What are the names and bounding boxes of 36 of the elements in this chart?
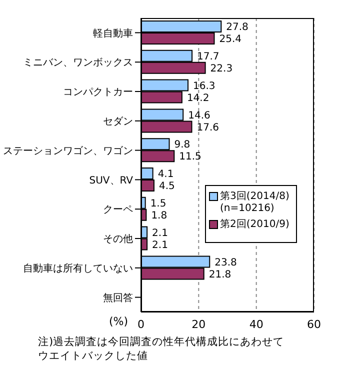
data-label: 27.8 <box>226 22 248 34</box>
data-label: 2.1 <box>152 240 168 251</box>
x-tick-label: 20 <box>192 318 206 331</box>
data-label: 4.5 <box>158 181 175 192</box>
y-tick-label: その他 <box>103 233 133 246</box>
y-tick-label: セダン <box>103 115 133 128</box>
data-label: 4.1 <box>158 169 174 180</box>
x-tick-label: 60 <box>307 318 321 331</box>
data-label: 17.7 <box>197 51 220 62</box>
data-label: 17.6 <box>196 122 220 134</box>
x-tick-label: 0 <box>138 318 144 331</box>
data-label: 9.8 <box>174 140 190 151</box>
legend-label: 第2回(2010/9) <box>220 218 290 231</box>
y-tick-label: SUV、RV <box>89 175 134 186</box>
data-label: 14.6 <box>188 110 210 122</box>
y-tick-label: コンパクトカー <box>63 87 133 98</box>
data-label: 2.1 <box>152 228 168 239</box>
data-label: 1.5 <box>150 198 166 210</box>
text: 注)過去調査は今回調査の性年代構成比にあわせてウエイトバックした値 <box>38 335 286 363</box>
data-label: 23.8 <box>214 257 237 268</box>
data-label: 16.3 <box>193 80 216 92</box>
y-tick-label: 自動車は所有していない <box>23 262 133 274</box>
data-label: 14.2 <box>186 92 210 104</box>
data-label: 25.4 <box>219 34 242 46</box>
data-label: 21.8 <box>208 269 232 280</box>
x-axis-title: (%) <box>109 315 128 328</box>
y-tick-label: クーペ <box>103 204 133 216</box>
y-tick-label: ミニバン、ワンボックス <box>23 58 133 69</box>
x-tick-label: 40 <box>249 318 264 331</box>
data-label: 11.5 <box>179 152 202 163</box>
data-label: 1.8 <box>151 210 168 222</box>
y-tick-label: 無回答 <box>103 292 133 304</box>
y-tick-label: 軽自動車 <box>93 27 133 40</box>
data-label: 22.3 <box>210 63 233 74</box>
legend-label: 第3回(2014/8)(n=10216) <box>220 190 290 214</box>
y-tick-label: ステーションワゴン、ワゴン <box>3 144 133 157</box>
